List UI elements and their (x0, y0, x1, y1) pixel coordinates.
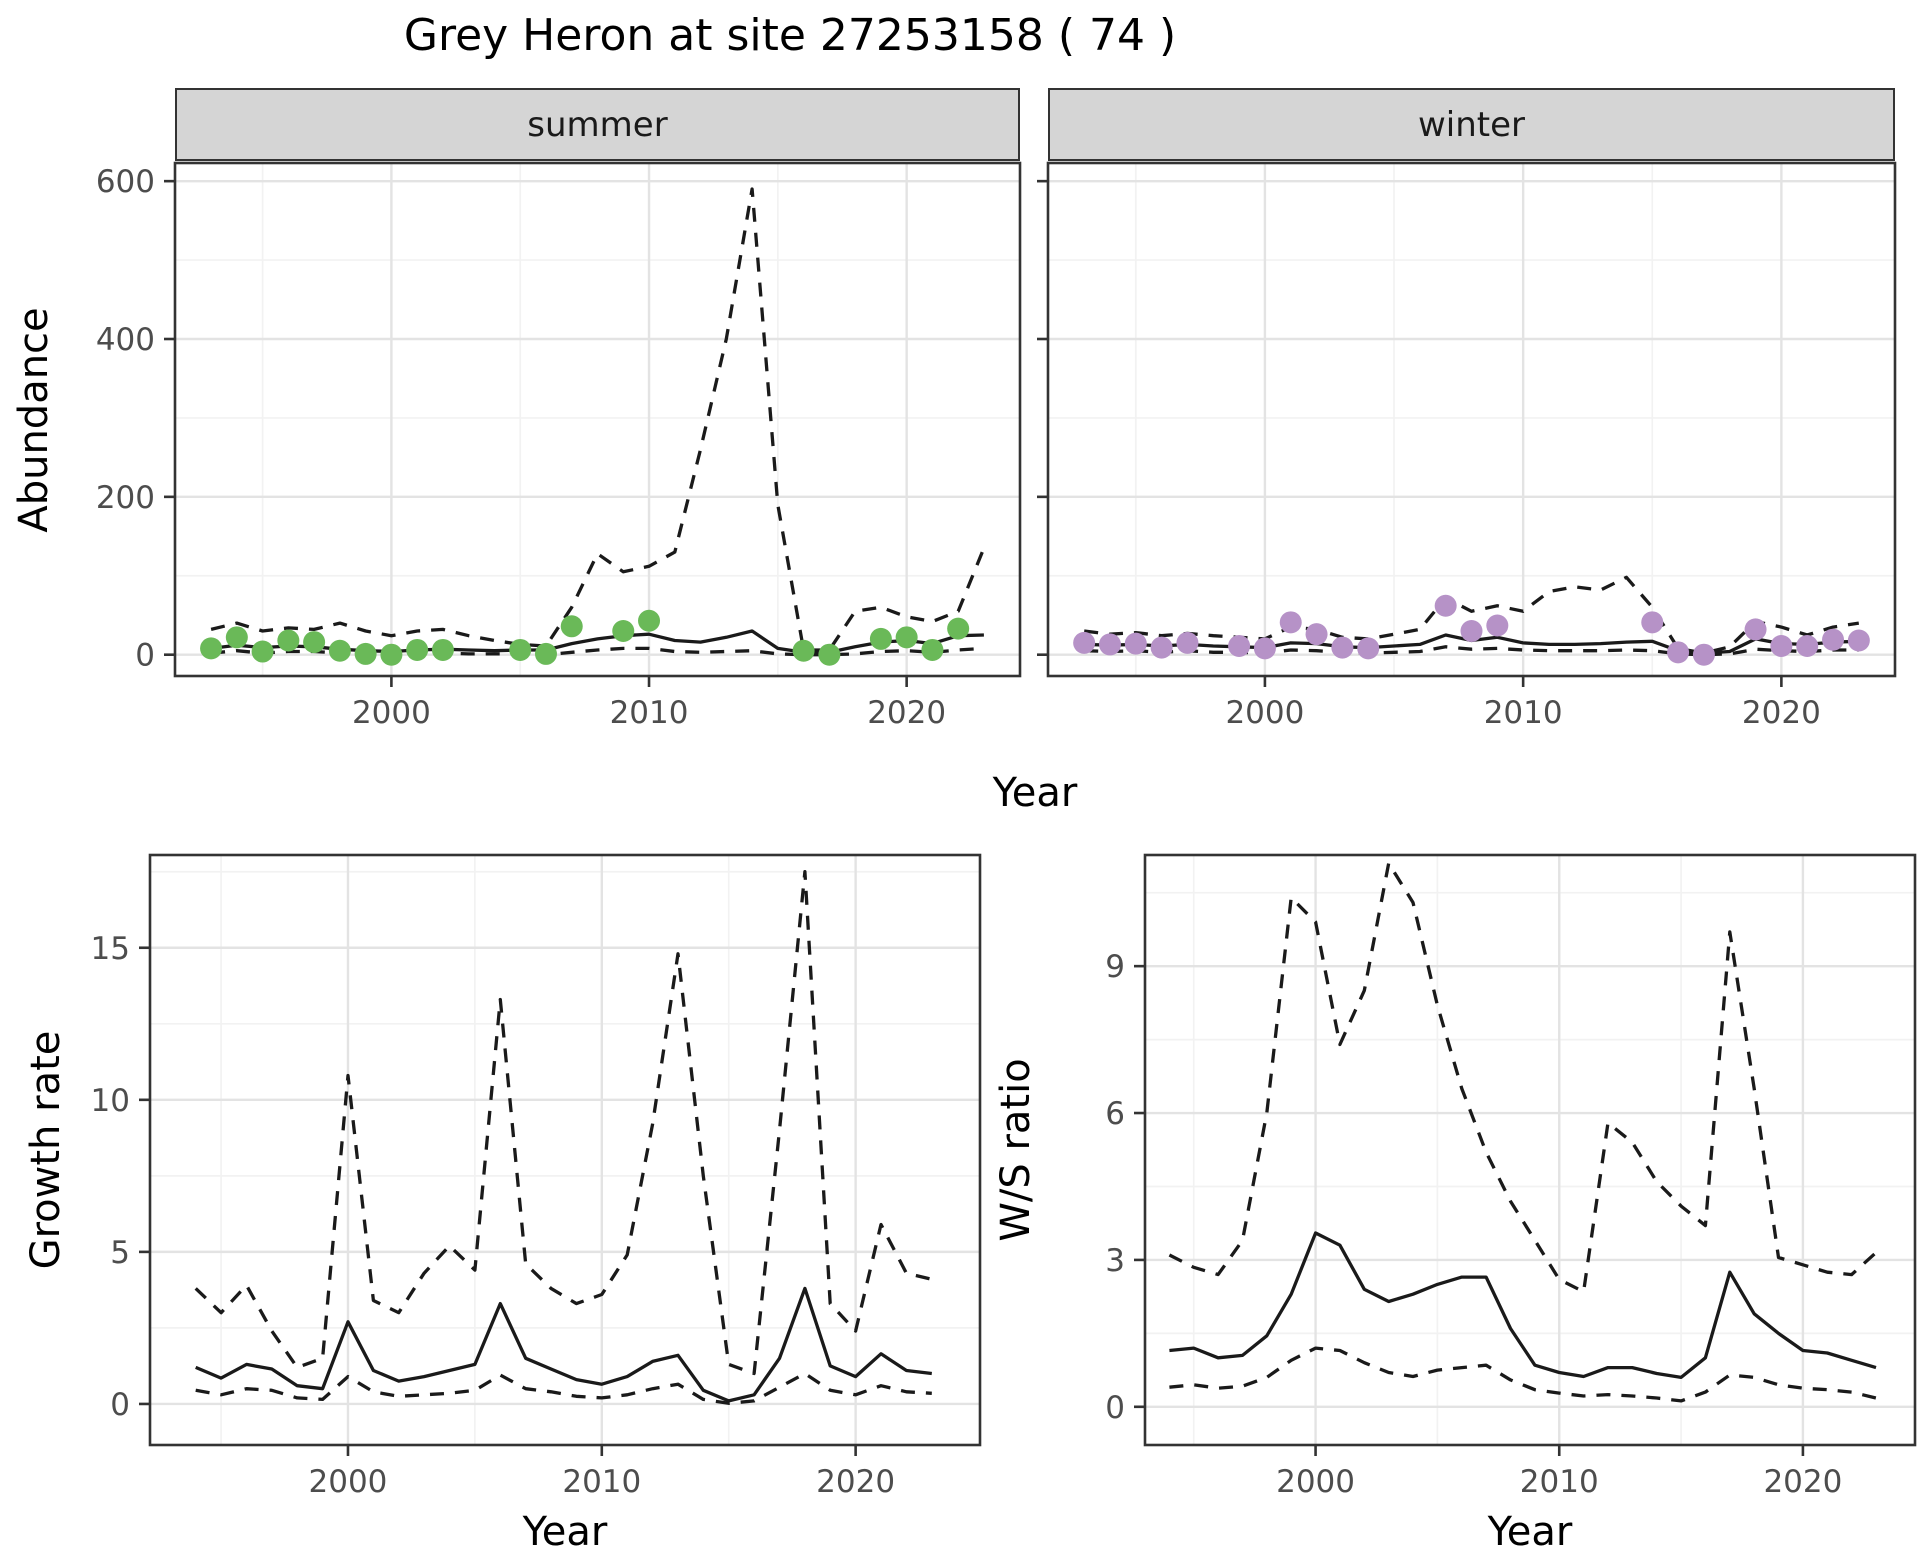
growth-rate-panel-border (148, 853, 982, 1447)
winter-abundance-data-point (1253, 637, 1276, 660)
ws-ratio-panel-background (1145, 855, 1915, 1445)
summer-abundance-upper-ci-line (210, 187, 986, 652)
winter-abundance-data-point (1847, 629, 1870, 652)
winter-abundance-data-point (1176, 631, 1199, 654)
y-tick-label: 10 (91, 1083, 130, 1119)
y-tick-label: 5 (110, 1235, 130, 1271)
y-tick-label: 400 (96, 322, 155, 358)
winter-abundance-data-point (1150, 636, 1173, 659)
growth-rate-estimate-line (195, 1286, 932, 1403)
x-tick-label: 2010 (1520, 1464, 1599, 1500)
winter-abundance-data-point (1744, 618, 1767, 641)
y-tick-label: 9 (1105, 949, 1125, 985)
summer-abundance-data-point (380, 643, 403, 666)
facet-strip-summer: summer (175, 88, 1020, 161)
ws-ratio-panel-border (1143, 853, 1917, 1447)
summer-abundance-data-point (869, 627, 892, 650)
winter-abundance-upper-ci-line (1083, 575, 1860, 655)
x-tick-label: 2000 (1276, 1464, 1355, 1500)
growth-rate-panel-background (150, 855, 980, 1445)
winter-abundance-data-point (1279, 611, 1302, 634)
facet-strip-winter: winter (1048, 88, 1895, 161)
summer-abundance-data-point (431, 638, 454, 661)
chart-title: Grey Heron at site 27253158 ( 74 ) (403, 10, 1177, 61)
growth-rate-lower-ci-line (195, 1371, 932, 1405)
ws-ratio-upper-ci-line (1168, 861, 1878, 1294)
y-axis-title-abundance: Abundance (11, 307, 57, 533)
summer-abundance-data-point (612, 620, 635, 643)
winter-abundance-data-point (1073, 631, 1096, 654)
winter-abundance-panel-border (1046, 161, 1897, 678)
winter-abundance-lower-ci-line (1084, 645, 1859, 657)
summer-abundance-data-point (818, 643, 841, 666)
winter-abundance-data-point (1098, 633, 1121, 656)
winter-abundance-data-point (1228, 635, 1251, 658)
winter-abundance-data-point (1460, 620, 1483, 643)
x-tick-label: 2000 (352, 695, 431, 731)
summer-abundance-data-point (225, 626, 248, 649)
y-axis-title-ws-ratio: W/S ratio (993, 1058, 1039, 1242)
facet-strip-summer-label: summer (527, 104, 668, 145)
y-tick-label: 0 (135, 638, 155, 674)
x-tick-label: 2000 (1225, 695, 1304, 731)
facet-strip-winter-label: winter (1417, 104, 1526, 145)
winter-abundance-data-point (1796, 635, 1819, 658)
summer-abundance-panel-border (173, 161, 1022, 678)
y-tick-label: 0 (1105, 1390, 1125, 1426)
winter-abundance-data-point (1124, 632, 1147, 655)
summer-abundance-data-point (303, 631, 326, 654)
x-tick-label: 2010 (610, 695, 689, 731)
summer-abundance-data-point (947, 617, 970, 640)
summer-abundance-data-point (638, 609, 661, 632)
summer-abundance-data-point (921, 638, 944, 661)
x-tick-label: 2020 (1763, 1464, 1842, 1500)
winter-abundance-data-point (1331, 636, 1354, 659)
summer-abundance-data-point (328, 639, 351, 662)
winter-abundance-data-point (1486, 614, 1509, 637)
growth-rate-upper-ci-line (194, 870, 933, 1376)
x-tick-label: 2010 (1484, 695, 1563, 731)
winter-abundance-data-point (1692, 643, 1715, 666)
winter-abundance-data-point (1822, 628, 1845, 651)
summer-abundance-data-point (534, 642, 557, 665)
winter-abundance-data-point (1667, 641, 1690, 664)
winter-abundance-data-point (1641, 611, 1664, 634)
x-tick-label: 2020 (816, 1464, 895, 1500)
y-axis-title-growth-rate: Growth rate (23, 1030, 69, 1270)
y-tick-label: 0 (110, 1387, 130, 1423)
summer-abundance-data-point (895, 626, 918, 649)
x-axis-title-ws-ratio: Year (1487, 1509, 1573, 1555)
x-tick-label: 2020 (867, 695, 946, 731)
ws-ratio-estimate-line (1169, 1231, 1877, 1380)
winter-abundance-panel-background (1048, 163, 1895, 676)
summer-abundance-data-point (406, 638, 429, 661)
summer-abundance-data-point (251, 640, 274, 663)
y-tick-label: 15 (91, 931, 130, 967)
summer-abundance-data-point (509, 638, 532, 661)
x-tick-label: 2020 (1742, 695, 1821, 731)
x-tick-label: 2010 (562, 1464, 641, 1500)
summer-abundance-data-point (354, 642, 377, 665)
y-tick-label: 3 (1105, 1243, 1125, 1279)
summer-abundance-data-point (200, 637, 223, 660)
y-tick-label: 600 (96, 164, 155, 200)
x-axis-title-top: Year (992, 770, 1078, 816)
winter-abundance-data-point (1434, 594, 1457, 617)
summer-abundance-data-point (560, 615, 583, 638)
winter-abundance-data-point (1357, 637, 1380, 660)
y-tick-label: 6 (1105, 1096, 1125, 1132)
y-tick-label: 200 (96, 480, 155, 516)
summer-abundance-panel-background (175, 163, 1020, 676)
summer-abundance-data-point (277, 629, 300, 652)
x-axis-title-growth-rate: Year (522, 1509, 608, 1555)
summer-abundance-data-point (792, 639, 815, 662)
winter-abundance-data-point (1770, 635, 1793, 658)
winter-abundance-data-point (1305, 623, 1328, 646)
x-tick-label: 2000 (309, 1464, 388, 1500)
